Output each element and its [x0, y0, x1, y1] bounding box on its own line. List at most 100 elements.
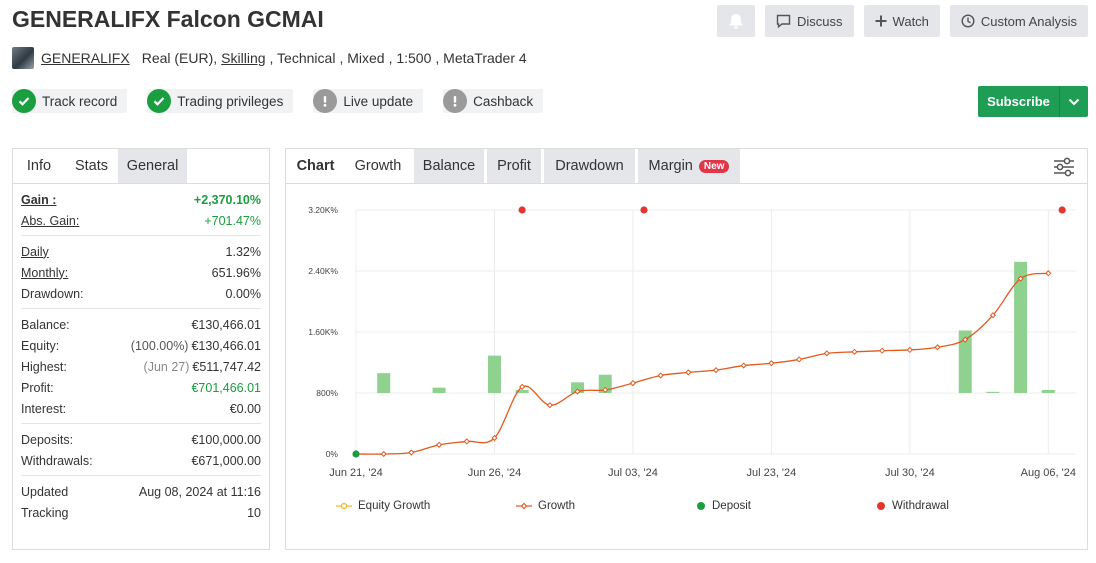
broker-link[interactable]: Skilling	[221, 50, 266, 66]
growth-chart[interactable]: 0% 800% 1.60K% 2.40K% 3.20K% Jun 21, '24 Jun 2…	[286, 185, 1087, 495]
badge-cashback[interactable]: Cashback	[443, 89, 544, 113]
tracking-label: Tracking	[21, 505, 69, 520]
chart-tabs: Chart Growth Balance Profit Drawdown Mar…	[286, 149, 1087, 184]
stat-balance: Balance: €130,466.01	[21, 314, 261, 335]
interest-label: Interest:	[21, 401, 67, 416]
highest-label: Highest:	[21, 359, 67, 374]
growth-point	[602, 386, 609, 394]
growth-point	[657, 372, 664, 379]
stat-gain: Gain : +2,370.10%	[21, 189, 261, 210]
daily-value: 1.32%	[225, 244, 261, 259]
stat-daily: Daily 1.32%	[21, 241, 261, 262]
clock-icon	[961, 14, 975, 28]
legend-equity-growth[interactable]: Equity Growth	[336, 500, 516, 512]
growth-point	[989, 312, 997, 319]
growth-point	[1045, 270, 1052, 277]
gain-value: +2,370.10%	[193, 192, 261, 207]
tab-balance[interactable]: Balance	[414, 149, 484, 183]
growth-point	[1017, 275, 1024, 282]
tab-general[interactable]: General	[118, 149, 187, 183]
monthly-value: 651.96%	[211, 265, 261, 280]
badge-track-record[interactable]: Track record	[12, 89, 128, 113]
equity-value: €130,466.01	[191, 338, 261, 353]
subscribe-button[interactable]: Subscribe	[978, 86, 1088, 117]
x-tick-label: Jun 21, '24	[329, 467, 382, 479]
x-tick-label: Jul 30, '24	[885, 467, 935, 479]
tab-drawdown[interactable]: Drawdown	[544, 149, 635, 183]
custom-analysis-label: Custom Analysis	[980, 13, 1077, 29]
abs-gain-value: +701.47%	[204, 213, 261, 228]
y-tick-label: 0%	[326, 449, 339, 459]
chart-bar	[1041, 389, 1055, 393]
chevron-down-icon[interactable]	[1059, 86, 1088, 117]
growth-point	[408, 449, 415, 456]
highest-date: (Jun 27)	[143, 359, 190, 374]
legend-label: Deposit	[712, 500, 751, 512]
badge-label: Trading privileges	[177, 93, 284, 109]
x-tick-label: Jun 26, '24	[468, 467, 521, 479]
stat-abs-gain: Abs. Gain: +701.47%	[21, 210, 261, 231]
growth-point	[795, 356, 803, 363]
notify-button[interactable]	[717, 5, 756, 37]
balance-label: Balance:	[21, 317, 70, 332]
sliders-icon	[1054, 157, 1074, 177]
growth-point	[519, 383, 526, 391]
tab-profit[interactable]: Profit	[487, 149, 541, 183]
x-tick-label: Jul 03, '24	[608, 467, 658, 479]
profit-value: €701,466.01	[191, 380, 261, 395]
stats-tabs: Info Stats General	[13, 149, 269, 184]
stat-highest: Highest: (Jun 27) €511,747.42	[21, 356, 261, 377]
gain-label[interactable]: Gain :	[21, 192, 57, 207]
abs-gain-label[interactable]: Abs. Gain:	[21, 213, 80, 228]
watch-label: Watch	[892, 13, 929, 29]
chart-settings-button[interactable]	[1053, 157, 1075, 182]
badge-live-update[interactable]: Live update	[313, 89, 424, 113]
legend-growth-marker	[516, 502, 532, 510]
chart-bar	[487, 355, 501, 393]
legend-label: Withdrawal	[892, 500, 949, 512]
withdrawals-label: Withdrawals:	[21, 453, 93, 468]
y-tick-label: 3.20K%	[308, 205, 338, 215]
monthly-label[interactable]: Monthly:	[21, 265, 69, 280]
broker-name-link[interactable]: GENERALIFX	[41, 50, 130, 66]
tab-stats[interactable]: Stats	[65, 149, 118, 183]
page-title: GENERALIFX Falcon GCMAI	[12, 6, 324, 32]
chart-bar	[571, 382, 585, 393]
withdrawal-point	[518, 206, 526, 214]
withdrawal-point	[1058, 206, 1066, 214]
check-icon	[147, 89, 172, 113]
daily-label[interactable]: Daily	[21, 244, 49, 259]
x-tick-label: Jul 23, '24	[746, 467, 796, 479]
legend-growth[interactable]: Growth	[516, 500, 696, 512]
tab-info[interactable]: Info	[26, 158, 52, 174]
badge-label: Cashback	[473, 93, 534, 109]
stat-deposits: Deposits: €100,000.00	[21, 429, 261, 450]
balance-value: €130,466.01	[191, 317, 261, 332]
withdrawals-value: €671,000.00	[191, 453, 261, 468]
growth-point	[740, 362, 747, 369]
badge-trading-privileges[interactable]: Trading privileges	[147, 89, 294, 113]
updated-label: Updated	[21, 484, 69, 499]
tab-growth[interactable]: Growth	[345, 149, 411, 183]
account-type: Real (EUR),	[141, 50, 218, 66]
legend-label: Equity Growth	[358, 500, 431, 512]
y-tick-label: 1.60K%	[308, 327, 338, 337]
legend-withdrawal-marker	[877, 502, 885, 510]
legend-withdrawal[interactable]: Withdrawal	[876, 500, 1056, 512]
growth-point	[768, 360, 775, 367]
trading-style: , Mixed	[339, 50, 385, 66]
watch-button[interactable]: Watch	[863, 5, 940, 37]
exclamation-icon	[443, 89, 468, 113]
margin-label: Margin	[648, 158, 693, 174]
discuss-button[interactable]: Discuss	[765, 5, 854, 37]
platform: , MetaTrader 4	[435, 50, 527, 66]
stats-body: Gain : +2,370.10% Abs. Gain: +701.47% Da…	[13, 184, 269, 527]
custom-analysis-button[interactable]: Custom Analysis	[949, 5, 1088, 37]
stat-withdrawals: Withdrawals: €671,000.00	[21, 450, 261, 471]
legend-label: Growth	[538, 500, 576, 512]
profit-label: Profit:	[21, 380, 54, 395]
top-actions: Discuss Watch Custom Analysis	[717, 5, 1088, 37]
plus-icon	[875, 15, 887, 27]
legend-deposit[interactable]: Deposit	[696, 500, 876, 512]
tab-margin[interactable]: Margin New	[638, 149, 740, 183]
